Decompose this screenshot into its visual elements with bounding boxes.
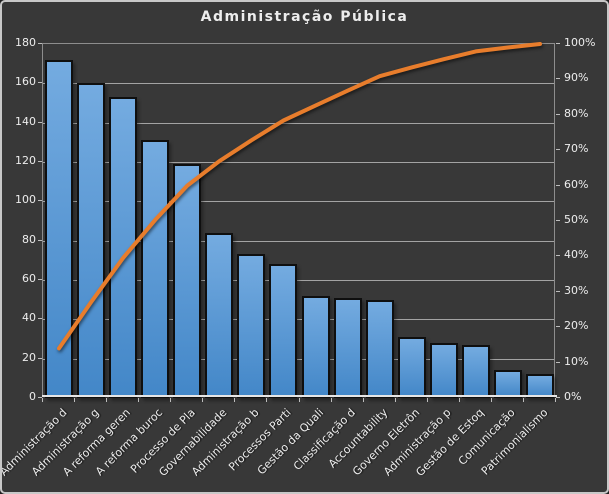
x-axis-line xyxy=(42,395,557,397)
y-axis-left-tick xyxy=(38,357,42,359)
y-axis-left-tick-label: 60 xyxy=(22,272,36,285)
y-axis-left-tick-label: 40 xyxy=(22,311,36,325)
cumulative-line xyxy=(57,42,542,351)
y-axis-right-tick-label: 100% xyxy=(564,36,596,49)
y-axis-left-tick-label: 160 xyxy=(15,75,36,89)
gridline xyxy=(43,358,554,360)
x-axis-tick xyxy=(490,398,492,402)
y-axis-right-tick xyxy=(556,397,560,398)
bar xyxy=(205,232,234,398)
x-axis-tick xyxy=(42,398,43,402)
bar xyxy=(493,370,522,398)
x-axis-tick xyxy=(234,398,236,402)
bar xyxy=(141,140,170,398)
x-axis-tick xyxy=(330,398,332,402)
x-axis-tick xyxy=(298,398,300,402)
y-axis-right-tick xyxy=(556,361,560,363)
gridline xyxy=(43,280,554,281)
gridline xyxy=(43,240,554,242)
y-axis-left-tick xyxy=(38,200,42,202)
y-axis-left-tick xyxy=(38,397,42,398)
x-axis-tick xyxy=(202,398,204,402)
y-axis-right-tick xyxy=(556,184,560,186)
y-axis-left-tick xyxy=(38,318,42,320)
x-axis-tick xyxy=(74,398,76,402)
y-axis-left-tick-label: 140 xyxy=(15,114,36,128)
x-axis-tick xyxy=(170,398,172,402)
bar xyxy=(397,337,426,398)
bar xyxy=(461,344,490,398)
x-axis-tick xyxy=(426,398,428,402)
x-axis-tick xyxy=(522,398,524,402)
gridline xyxy=(43,83,554,85)
plot-area xyxy=(42,42,557,398)
y-axis-right-tick-label: 10% xyxy=(564,354,589,368)
bar xyxy=(173,163,202,398)
gridline xyxy=(43,162,554,163)
x-axis-tick xyxy=(362,398,364,402)
y-axis-left-tick xyxy=(38,82,42,84)
y-axis-left-tick xyxy=(38,239,42,241)
y-axis-left-tick xyxy=(38,121,42,123)
y-axis-right-tick xyxy=(556,255,560,257)
cumulative-line-path xyxy=(57,42,542,351)
y-axis-left-tick-label: 0 xyxy=(29,390,36,403)
y-axis-left-tick-label: 180 xyxy=(15,36,36,49)
bar xyxy=(365,299,394,398)
x-axis-tick xyxy=(266,398,268,402)
x-axis-tick xyxy=(394,398,396,402)
y-axis-right-tick xyxy=(556,43,560,44)
y-axis-left-tick-label: 80 xyxy=(22,232,36,246)
x-axis-tick xyxy=(458,398,460,402)
bar xyxy=(525,374,554,398)
y-axis-left-tick-label: 100 xyxy=(15,193,36,207)
y-axis-right-tick-label: 20% xyxy=(564,319,589,333)
y-axis-left-tick xyxy=(38,43,42,44)
gridline xyxy=(43,201,554,203)
gridline xyxy=(43,122,554,124)
x-axis-tick xyxy=(555,398,556,402)
y-axis-right-tick-label: 50% xyxy=(564,213,589,226)
y-axis-right-tick-label: 80% xyxy=(564,106,589,120)
y-axis-right-tick-label: 40% xyxy=(564,248,589,262)
y-axis-right-tick-label: 30% xyxy=(564,283,589,297)
bar xyxy=(237,254,266,398)
y-axis-left-tick xyxy=(38,279,42,280)
y-axis-right-tick-label: 60% xyxy=(564,177,589,191)
y-axis-left-tick-label: 20 xyxy=(22,350,36,364)
y-axis-right-tick xyxy=(556,290,560,292)
bar xyxy=(45,59,74,398)
y-axis-right-tick xyxy=(556,149,560,151)
y-axis-right-tick xyxy=(556,326,560,328)
bar xyxy=(333,297,362,398)
y-axis-left-tick-label: 120 xyxy=(15,154,36,167)
bar xyxy=(301,295,330,398)
y-axis-right-tick xyxy=(556,78,560,80)
x-axis-tick xyxy=(138,398,140,402)
bar xyxy=(77,83,106,398)
y-axis-right-tick xyxy=(556,220,560,221)
y-axis-right-tick-label: 0% xyxy=(564,390,582,403)
x-axis-tick xyxy=(106,398,108,402)
chart-title: Administração Pública xyxy=(200,9,409,25)
y-axis-right-tick xyxy=(556,113,560,115)
gridline xyxy=(43,319,554,321)
y-axis-right-tick-label: 70% xyxy=(564,142,589,156)
bar xyxy=(269,264,298,398)
y-axis-left-tick xyxy=(38,161,42,162)
bar xyxy=(429,342,458,398)
y-axis-right-tick-label: 90% xyxy=(564,71,589,85)
